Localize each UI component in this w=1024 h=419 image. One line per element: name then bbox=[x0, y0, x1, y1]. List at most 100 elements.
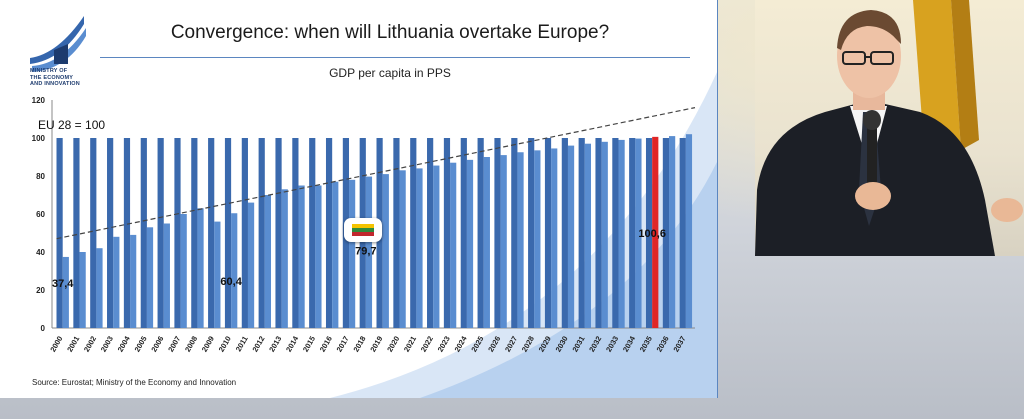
y-tick-label: 100 bbox=[32, 134, 46, 143]
x-tick-label: 2023 bbox=[436, 335, 452, 354]
x-tick-label: 2020 bbox=[385, 335, 401, 354]
lithuania-bar bbox=[62, 256, 69, 328]
lithuania-bar bbox=[79, 252, 86, 328]
x-tick-label: 2019 bbox=[368, 335, 384, 354]
trend-line bbox=[56, 107, 696, 240]
eu-bar bbox=[544, 138, 552, 328]
x-tick-label: 2005 bbox=[133, 335, 149, 354]
lithuania-bar bbox=[466, 159, 474, 328]
data-label: 37,4 bbox=[52, 278, 74, 290]
eu-bar bbox=[629, 138, 636, 328]
lithuania-bar bbox=[416, 168, 423, 328]
x-tick-label: 2034 bbox=[621, 334, 638, 354]
eu-bar bbox=[258, 138, 265, 328]
lithuania-bar bbox=[500, 155, 507, 328]
lithuania-bar bbox=[281, 189, 288, 328]
lithuania-bar bbox=[197, 208, 204, 328]
x-tick-label: 2016 bbox=[318, 335, 334, 354]
eu-bar bbox=[123, 138, 131, 328]
ministry-logo-text: MINISTRY OF THE ECONOMY AND INNOVATION bbox=[30, 68, 80, 87]
eu-bar bbox=[309, 138, 316, 328]
x-tick-label: 2026 bbox=[486, 335, 502, 354]
eu-bar bbox=[595, 138, 602, 328]
x-tick-label: 2029 bbox=[537, 335, 553, 354]
source-note: Source: Eurostat; Ministry of the Econom… bbox=[32, 378, 237, 387]
x-tick-label: 2011 bbox=[234, 335, 250, 354]
eu-bar bbox=[174, 138, 181, 328]
lithuania-bar bbox=[298, 185, 305, 328]
lithuania-bar bbox=[231, 213, 238, 328]
x-tick-label: 2022 bbox=[419, 335, 435, 354]
lithuania-bar bbox=[618, 139, 625, 328]
eu-bar bbox=[662, 138, 670, 328]
data-label: 60,4 bbox=[220, 276, 242, 288]
lithuania-bar bbox=[669, 136, 676, 328]
lithuania-bar bbox=[163, 223, 170, 328]
lithuania-bar bbox=[96, 248, 103, 328]
eu-bar bbox=[410, 138, 417, 328]
presentation-slide: MINISTRY OF THE ECONOMY AND INNOVATION C… bbox=[0, 0, 718, 398]
lithuania-bar bbox=[180, 214, 187, 328]
x-tick-label: 2032 bbox=[587, 335, 603, 354]
eu-bar bbox=[191, 138, 198, 328]
eu-bar bbox=[393, 138, 400, 328]
lithuania-bar bbox=[517, 152, 524, 328]
eu-bar bbox=[292, 138, 299, 328]
lithuania-bar bbox=[146, 227, 154, 328]
eu-bar bbox=[460, 138, 467, 328]
y-tick-label: 0 bbox=[41, 324, 46, 333]
x-tick-label: 2025 bbox=[469, 335, 485, 354]
x-tick-label: 2000 bbox=[48, 335, 64, 354]
x-tick-label: 2037 bbox=[671, 335, 687, 354]
eu-bar bbox=[56, 138, 63, 328]
title-divider bbox=[100, 57, 690, 58]
x-tick-label: 2003 bbox=[99, 335, 115, 354]
y-tick-label: 120 bbox=[32, 96, 46, 105]
lithuania-bar bbox=[382, 174, 389, 328]
lithuania-bar bbox=[113, 236, 120, 328]
eu-bar bbox=[679, 138, 686, 328]
lithuania-bar-highlight bbox=[652, 136, 659, 328]
eu-bar bbox=[561, 138, 568, 328]
x-tick-label: 2001 bbox=[65, 335, 81, 354]
x-tick-label: 2031 bbox=[570, 335, 586, 354]
x-tick-label: 2006 bbox=[149, 335, 165, 354]
eu-bar bbox=[73, 138, 80, 328]
lithuania-bar bbox=[433, 165, 440, 328]
lithuania-bar bbox=[130, 234, 137, 328]
x-tick-label: 2002 bbox=[82, 335, 98, 354]
eu-bar bbox=[325, 138, 333, 328]
lithuania-bar bbox=[584, 143, 592, 328]
x-tick-label: 2008 bbox=[183, 335, 199, 354]
lithuania-bar bbox=[635, 138, 642, 328]
x-tick-label: 2013 bbox=[267, 335, 283, 354]
eu-bar bbox=[427, 138, 434, 328]
data-label: 79,7 bbox=[355, 246, 376, 258]
x-tick-label: 2033 bbox=[604, 335, 620, 354]
x-tick-label: 2024 bbox=[453, 334, 470, 354]
eu-bar bbox=[90, 138, 97, 328]
x-tick-label: 2012 bbox=[250, 335, 266, 354]
x-tick-label: 2018 bbox=[351, 335, 367, 354]
lithuania-bar bbox=[567, 145, 575, 328]
x-tick-label: 2035 bbox=[638, 335, 654, 354]
eu-bar bbox=[140, 138, 147, 328]
lithuania-bar bbox=[365, 176, 373, 328]
x-tick-label: 2028 bbox=[520, 335, 536, 354]
x-tick-label: 2015 bbox=[301, 335, 317, 354]
lithuania-bar bbox=[399, 170, 406, 328]
x-tick-label: 2021 bbox=[402, 335, 418, 354]
eu-bar bbox=[511, 138, 518, 328]
x-tick-label: 2027 bbox=[503, 335, 519, 354]
lithuania-bar bbox=[349, 179, 356, 328]
y-tick-label: 40 bbox=[36, 248, 45, 257]
lithuania-bar bbox=[483, 157, 490, 328]
eu-bar bbox=[494, 138, 501, 328]
eu-bar bbox=[107, 138, 114, 328]
lithuania-bar bbox=[685, 134, 693, 328]
eu-bar bbox=[275, 138, 282, 328]
chart-title: GDP per capita in PPS bbox=[329, 66, 451, 80]
lithuania-flag-icon bbox=[344, 218, 382, 242]
eu-bar bbox=[208, 138, 215, 328]
x-tick-label: 2010 bbox=[217, 335, 233, 354]
